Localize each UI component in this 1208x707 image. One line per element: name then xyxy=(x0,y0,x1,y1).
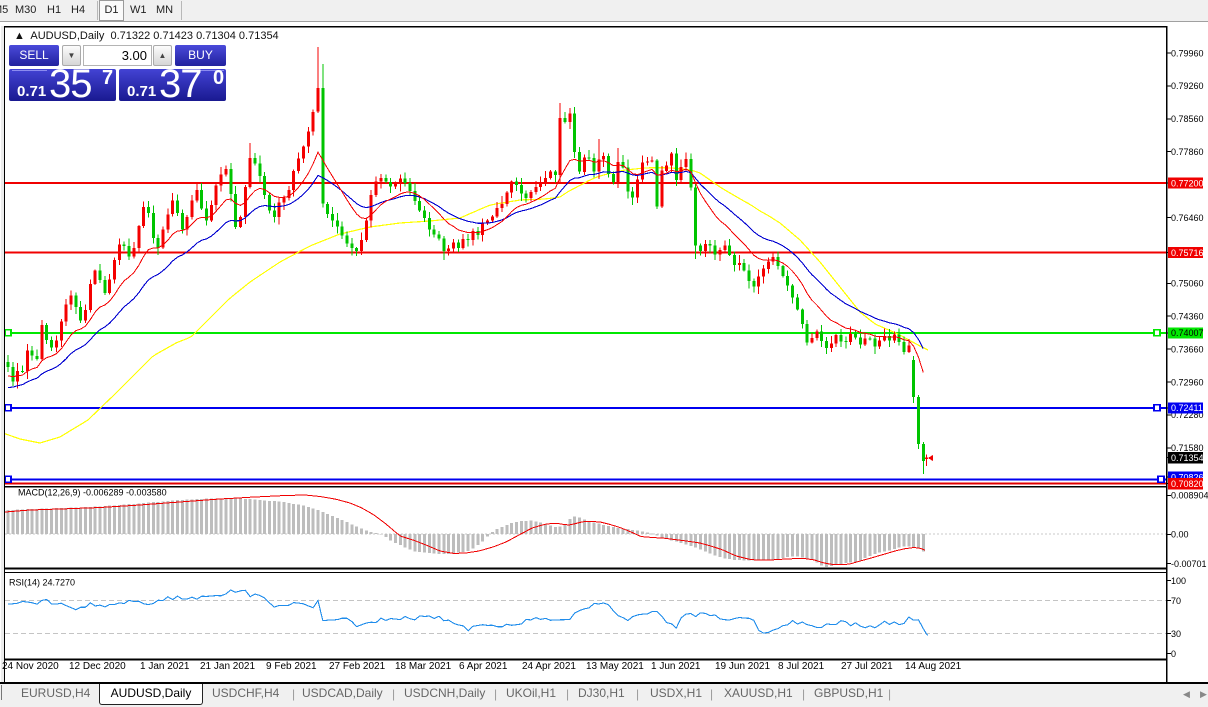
svg-text:RSI(14) 24.7270: RSI(14) 24.7270 xyxy=(9,578,75,588)
svg-text:70: 70 xyxy=(1171,596,1181,606)
svg-text:0.75716: 0.75716 xyxy=(1171,248,1204,258)
svg-text:-0.00701: -0.00701 xyxy=(1171,559,1207,569)
svg-text:13 May 2021: 13 May 2021 xyxy=(586,661,644,672)
svg-text:100: 100 xyxy=(1171,576,1186,586)
svg-text:0.72280: 0.72280 xyxy=(1171,410,1204,420)
svg-text:6 Apr 2021: 6 Apr 2021 xyxy=(459,661,508,672)
svg-text:27 Feb 2021: 27 Feb 2021 xyxy=(329,661,386,672)
svg-text:0.74360: 0.74360 xyxy=(1171,312,1204,322)
svg-text:0.00: 0.00 xyxy=(1171,530,1189,540)
svg-text:19 Jun 2021: 19 Jun 2021 xyxy=(715,661,770,672)
svg-text:0.78560: 0.78560 xyxy=(1171,114,1204,124)
svg-text:0: 0 xyxy=(1171,649,1176,659)
svg-text:0.77860: 0.77860 xyxy=(1171,147,1204,157)
svg-text:0.79960: 0.79960 xyxy=(1171,48,1204,58)
svg-text:MACD(12,26,9) -0.006289 -0.003: MACD(12,26,9) -0.006289 -0.003580 xyxy=(18,488,167,498)
svg-text:9 Feb 2021: 9 Feb 2021 xyxy=(266,661,317,672)
svg-text:0.79260: 0.79260 xyxy=(1171,81,1204,91)
svg-text:1 Jun 2021: 1 Jun 2021 xyxy=(651,661,701,672)
svg-text:0.76460: 0.76460 xyxy=(1171,213,1204,223)
svg-text:0.70826: 0.70826 xyxy=(1171,472,1204,482)
svg-text:0.74007: 0.74007 xyxy=(1171,328,1204,338)
svg-text:0.72411: 0.72411 xyxy=(1171,403,1203,413)
svg-text:27 Jul 2021: 27 Jul 2021 xyxy=(841,661,893,672)
svg-text:0.71580: 0.71580 xyxy=(1171,443,1204,453)
svg-text:0.73660: 0.73660 xyxy=(1171,344,1204,354)
svg-text:0.70820: 0.70820 xyxy=(1171,479,1204,489)
svg-text:0.75060: 0.75060 xyxy=(1171,279,1204,289)
svg-text:14 Aug 2021: 14 Aug 2021 xyxy=(905,661,962,672)
svg-text:1 Jan 2021: 1 Jan 2021 xyxy=(140,661,190,672)
svg-text:0.77200: 0.77200 xyxy=(1171,178,1204,188)
svg-text:0.72960: 0.72960 xyxy=(1171,377,1204,387)
svg-text:21 Jan 2021: 21 Jan 2021 xyxy=(200,661,255,672)
svg-text:30: 30 xyxy=(1171,629,1181,639)
svg-text:0.008904: 0.008904 xyxy=(1171,491,1208,501)
svg-text:24 Nov 2020: 24 Nov 2020 xyxy=(2,661,59,672)
svg-text:18 Mar 2021: 18 Mar 2021 xyxy=(395,661,452,672)
svg-text:24 Apr 2021: 24 Apr 2021 xyxy=(522,661,576,672)
svg-text:8 Jul 2021: 8 Jul 2021 xyxy=(778,661,825,672)
svg-text:12 Dec 2020: 12 Dec 2020 xyxy=(69,661,126,672)
svg-text:0.71354: 0.71354 xyxy=(1171,453,1204,463)
